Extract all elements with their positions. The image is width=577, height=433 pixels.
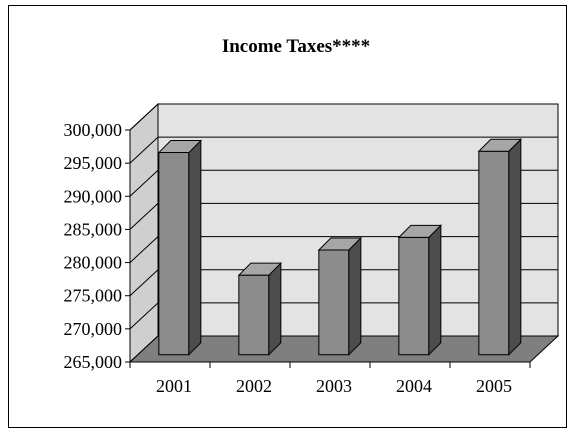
y-tick-label: 275,000	[64, 286, 123, 306]
y-tick-label: 300,000	[64, 120, 123, 140]
bars	[157, 138, 523, 356]
y-axis: 265,000 270,000 275,000 280,000 285,000 290,0…	[64, 120, 131, 372]
x-axis: 2001 2002 2003 2004 2005	[129, 361, 531, 396]
y-tick-label: 285,000	[64, 219, 123, 239]
bar-front-face	[238, 274, 270, 356]
bar	[477, 138, 523, 356]
bar-front-face	[318, 249, 350, 356]
bar-front-face	[158, 152, 190, 356]
x-tick-label: 2005	[476, 376, 512, 396]
gridline	[129, 103, 558, 131]
chart-title: Income Taxes****	[222, 36, 370, 57]
bar-side-face	[268, 261, 282, 356]
bar-side-face	[508, 138, 522, 356]
bar-top-face	[157, 140, 203, 154]
bar-front-face	[398, 236, 430, 356]
bar	[237, 261, 283, 356]
y-tick-label: 290,000	[64, 186, 123, 206]
bar-top-face	[237, 262, 283, 276]
bar-front-face	[478, 150, 510, 356]
x-tick-label: 2001	[156, 376, 192, 396]
bar-top-face	[477, 138, 523, 152]
gridline	[129, 136, 558, 164]
bar	[317, 236, 363, 356]
y-tick-label: 280,000	[64, 253, 123, 273]
bar-side-face	[428, 224, 442, 356]
bar	[157, 139, 203, 356]
y-tick-label: 270,000	[64, 319, 123, 339]
side-wall	[129, 102, 159, 364]
bar	[397, 224, 443, 356]
gridline	[129, 169, 558, 197]
bar-side-face	[188, 139, 202, 356]
y-tick-label: 295,000	[64, 153, 123, 173]
x-tick-label: 2003	[316, 376, 352, 396]
x-tick-label: 2004	[396, 376, 432, 396]
y-tick-label: 265,000	[64, 352, 123, 372]
x-tick-label: 2002	[236, 376, 272, 396]
bar-top-face	[317, 237, 363, 251]
bar-top-face	[397, 224, 443, 238]
gridline	[129, 202, 558, 230]
bar-side-face	[348, 236, 362, 356]
